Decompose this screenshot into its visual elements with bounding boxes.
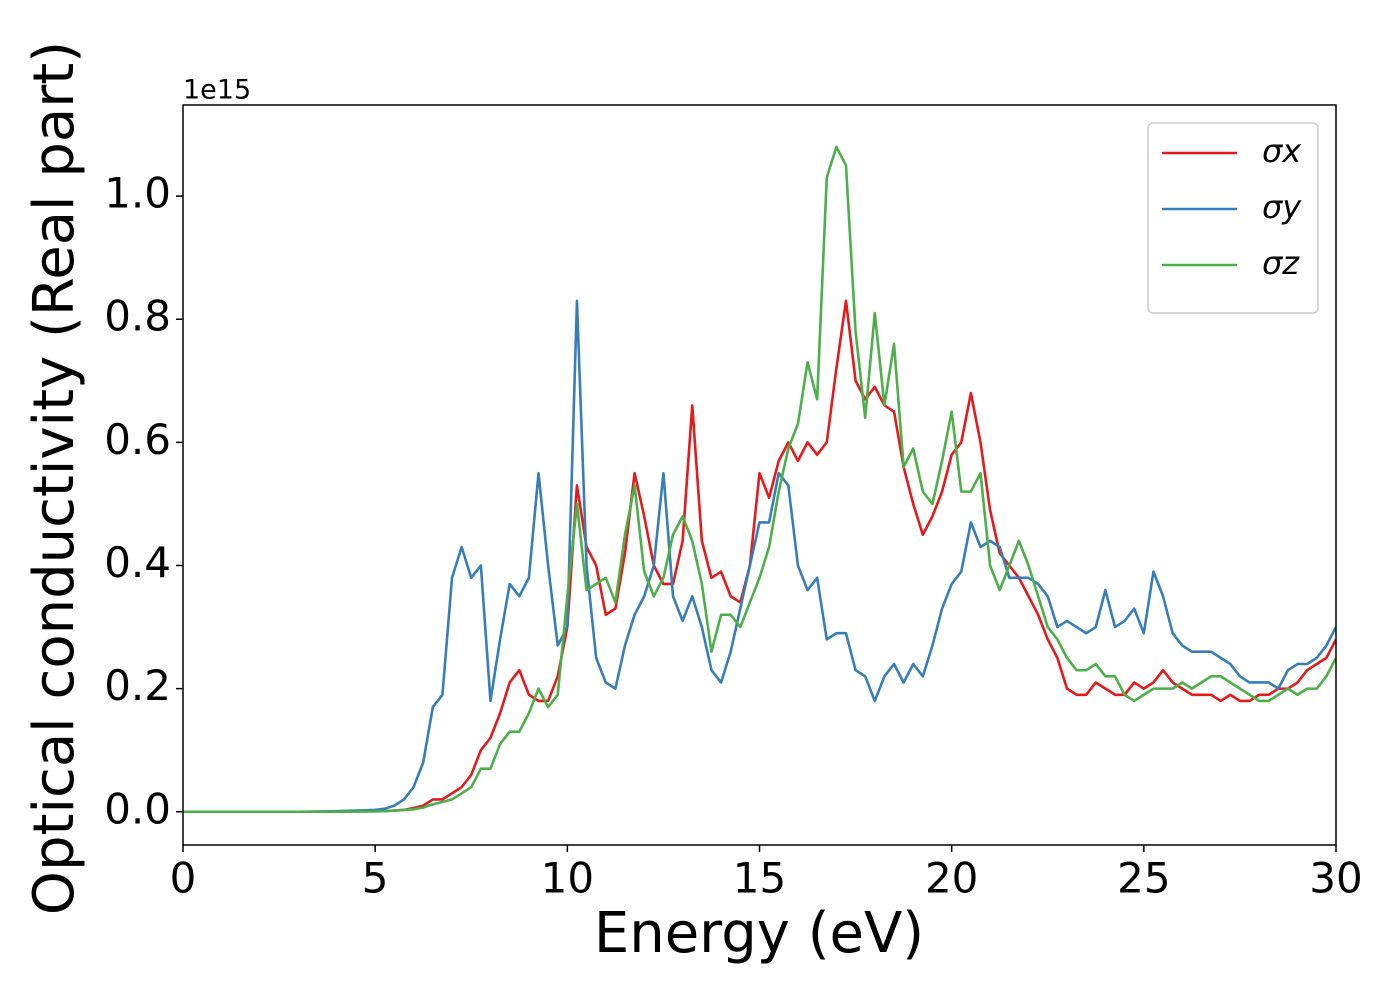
x-tick-label: 15	[733, 854, 786, 903]
x-tick-label: 20	[925, 854, 978, 903]
y-tick-label: 0.8	[104, 292, 171, 341]
x-tick-label: 0	[170, 854, 197, 903]
x-axis-label: Energy (eV)	[594, 901, 924, 966]
y-tick-label: 1.0	[104, 169, 171, 218]
legend-label: σx	[1262, 132, 1302, 170]
x-tick-label: 30	[1309, 854, 1362, 903]
y-offset-label: 1e15	[183, 75, 251, 106]
legend-label: σz	[1262, 244, 1300, 282]
series-line	[183, 299, 1336, 814]
y-tick-label: 0.6	[104, 415, 171, 464]
x-tick-label: 25	[1117, 854, 1170, 903]
x-tick-label: 5	[362, 854, 389, 903]
y-tick-label: 0.4	[104, 538, 171, 587]
y-axis-label: Optical conductivity (Real part)	[22, 41, 87, 915]
y-tick-label: 0.2	[104, 661, 171, 710]
legend-label: σy	[1262, 188, 1302, 226]
series-line	[183, 145, 1336, 814]
plot-frame	[182, 104, 1337, 846]
series-line	[183, 299, 1336, 814]
y-tick-label: 0.0	[104, 784, 171, 833]
x-tick-label: 10	[541, 854, 594, 903]
